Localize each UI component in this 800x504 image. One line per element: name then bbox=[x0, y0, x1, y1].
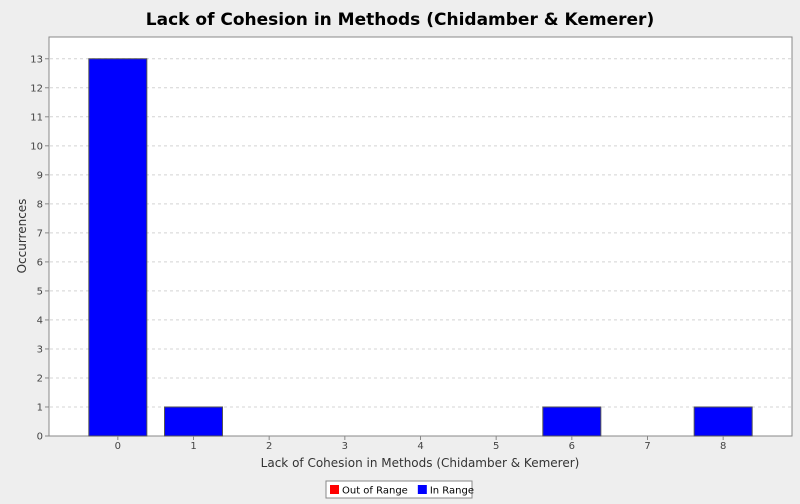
y-tick-label: 4 bbox=[37, 315, 43, 326]
legend-box bbox=[325, 480, 473, 499]
y-tick-label: 12 bbox=[30, 83, 43, 94]
y-tick-label: 3 bbox=[37, 344, 43, 355]
y-tick-label: 0 bbox=[37, 432, 43, 443]
legend: Out of Range In Range bbox=[325, 480, 474, 499]
bar bbox=[542, 406, 602, 437]
y-tick-label: 9 bbox=[37, 170, 43, 181]
x-tick-label: 5 bbox=[493, 441, 499, 452]
y-tick-label: 8 bbox=[37, 199, 43, 210]
y-tick-label: 2 bbox=[37, 373, 43, 384]
y-tick-label: 6 bbox=[37, 257, 43, 268]
legend-swatch bbox=[330, 485, 339, 494]
y-tick-label: 7 bbox=[37, 228, 43, 239]
bar bbox=[693, 406, 753, 437]
x-tick-label: 0 bbox=[115, 441, 121, 452]
y-tick-label: 13 bbox=[30, 54, 43, 65]
x-tick-label: 8 bbox=[720, 441, 726, 452]
y-tick-label: 11 bbox=[30, 112, 43, 123]
x-tick-label: 7 bbox=[644, 441, 650, 452]
chart-title: Lack of Cohesion in Methods (Chidamber &… bbox=[146, 10, 654, 30]
bars bbox=[88, 58, 753, 437]
x-tick-label: 3 bbox=[342, 441, 348, 452]
x-axis-label: Lack of Cohesion in Methods (Chidamber &… bbox=[261, 456, 580, 470]
legend-label: In Range bbox=[430, 486, 474, 497]
x-tick-label: 2 bbox=[266, 441, 272, 452]
legend-swatch bbox=[417, 485, 427, 494]
y-tick-label: 10 bbox=[30, 141, 43, 152]
x-axis-ticks: 0 1 2 3 4 5 6 7 8 bbox=[115, 436, 726, 452]
legend-label: Out of Range bbox=[342, 486, 408, 497]
bar bbox=[164, 406, 223, 437]
x-tick-label: 1 bbox=[190, 441, 196, 452]
bar bbox=[88, 58, 148, 437]
x-tick-label: 6 bbox=[569, 441, 575, 452]
plot-area bbox=[48, 36, 793, 437]
y-axis-label: Occurrences bbox=[15, 199, 29, 274]
y-tick-label: 1 bbox=[37, 402, 43, 413]
x-tick-label: 4 bbox=[417, 441, 423, 452]
y-tick-label: 5 bbox=[37, 286, 43, 297]
